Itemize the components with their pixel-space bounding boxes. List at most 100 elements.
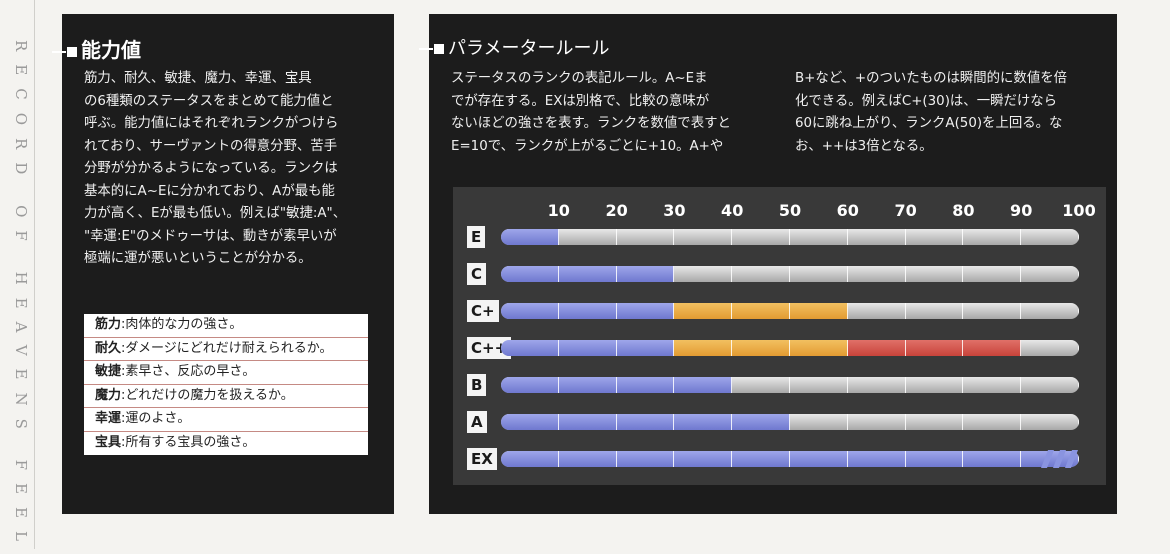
bar-segment xyxy=(616,451,675,467)
rank-bar xyxy=(501,414,1079,430)
bar-segment-empty xyxy=(559,229,617,245)
rank-bar xyxy=(501,377,1079,393)
definition-term: 耐久 xyxy=(95,340,122,356)
bar-segment-empty xyxy=(617,229,675,245)
bar-segment xyxy=(963,451,1022,467)
bar-segment xyxy=(616,303,675,319)
x-tick-label: 50 xyxy=(778,201,802,220)
bar-segment-empty xyxy=(790,229,848,245)
bar-segment xyxy=(616,377,675,393)
rule-line: 60に跳ね上がり、ランクA(50)を上回る。な xyxy=(795,116,1063,131)
bar-segment xyxy=(674,377,733,393)
rank-bar xyxy=(501,340,1079,356)
bar-segment-empty xyxy=(906,229,964,245)
definition-desc: :肉体的な力の強さ。 xyxy=(121,317,243,332)
ability-line: 分野が分かるようになっている。ランクは xyxy=(84,161,338,176)
rank-label: A xyxy=(467,411,487,433)
bar-segment xyxy=(558,414,617,430)
bar-segment-empty xyxy=(1021,340,1079,356)
bar-segment-empty xyxy=(1021,414,1079,430)
definition-desc: :どれだけの魔力を扱えるか。 xyxy=(121,387,294,403)
bar-segment xyxy=(732,451,790,467)
bar-segment-empty xyxy=(1021,377,1079,393)
definition-term: 敏捷 xyxy=(95,364,122,380)
bar-segment xyxy=(790,340,848,356)
definition-row: 筋力:肉体的な力の強さ。 xyxy=(84,314,368,338)
bar-segment xyxy=(963,340,1022,356)
rank-bar xyxy=(501,303,1079,319)
definition-desc: :素早さ、反応の早さ。 xyxy=(121,364,256,380)
ability-description: 筋力、耐久、敏捷、魔力、幸運、宝具 の6種類のステータスをまとめて能力値と 呼ぶ… xyxy=(84,68,384,271)
bar-segment xyxy=(558,340,617,356)
bar-segment xyxy=(616,340,675,356)
ex-overflow-icon xyxy=(1041,450,1078,468)
definition-term: 筋力 xyxy=(95,317,122,332)
bar-segment xyxy=(501,414,559,430)
rule-text-col1: ステータスのランクの表記ルール。A~Eま でが存在する。EXは別格で、比較の意味… xyxy=(451,68,773,158)
bar-segment xyxy=(558,451,617,467)
definition-row: 耐久:ダメージにどれだけ耐えられるか。 xyxy=(84,338,368,362)
bar-segment xyxy=(790,303,848,319)
bar-segment xyxy=(732,414,790,430)
rank-label: EX xyxy=(467,448,497,470)
rank-bar xyxy=(501,266,1079,282)
ability-line: 力が高く、Eが最も低い。例えば"敏捷:A"、 xyxy=(84,206,347,221)
bar-segment xyxy=(847,340,906,356)
bar-segment xyxy=(905,451,964,467)
bar-segment-empty xyxy=(906,377,964,393)
x-tick-label: 90 xyxy=(1010,201,1033,220)
parameter-rule-panel: パラメータールール ステータスのランクの表記ルール。A~Eま でが存在する。EX… xyxy=(419,14,1117,514)
side-title: RECORD OF HEAVENS FEEL xyxy=(12,40,30,554)
definition-desc: :所有する宝具の強さ。 xyxy=(121,434,256,450)
rule-heading: パラメータールール xyxy=(419,34,609,60)
bar-segment-empty xyxy=(790,414,848,430)
bar-segment-empty xyxy=(848,303,906,319)
bar-segment-empty xyxy=(963,266,1022,282)
bar-segment xyxy=(616,266,675,282)
rule-line: B+など、+のついたものは瞬間的に数値を倍 xyxy=(795,71,1067,86)
bar-segment xyxy=(732,340,790,356)
definition-row: 宝具:所有する宝具の強さ。 xyxy=(84,432,368,455)
bar-segment xyxy=(501,266,559,282)
rank-bar xyxy=(501,229,1079,245)
x-tick-label: 100 xyxy=(1062,201,1096,220)
rule-line: ないほどの強さを表す。ランクを数値で表すと xyxy=(451,116,731,131)
definition-term: 魔力 xyxy=(95,387,122,403)
definition-term: 宝具 xyxy=(95,434,122,450)
bar-segment xyxy=(501,451,559,467)
rank-label: E xyxy=(467,226,486,248)
bar-segment xyxy=(616,414,675,430)
definition-table: 筋力:肉体的な力の強さ。 耐久:ダメージにどれだけ耐えられるか。 敏捷:素早さ、… xyxy=(84,314,368,455)
ability-title: 能力値 xyxy=(81,38,141,62)
rank-bar xyxy=(501,451,1079,467)
ability-line: 筋力、耐久、敏捷、魔力、幸運、宝具 xyxy=(84,71,312,86)
bar-segment-empty xyxy=(732,266,790,282)
bar-segment xyxy=(558,266,617,282)
rank-label: B xyxy=(467,374,487,396)
x-tick-label: 20 xyxy=(605,201,628,220)
x-tick-label: 80 xyxy=(952,201,975,220)
bar-segment xyxy=(501,303,559,319)
bar-segment-empty xyxy=(848,377,906,393)
bar-segment-empty xyxy=(963,229,1022,245)
bar-segment-empty xyxy=(848,414,906,430)
bar-segment xyxy=(674,414,733,430)
ability-panel: 能力値 筋力、耐久、敏捷、魔力、幸運、宝具 の6種類のステータスをまとめて能力値… xyxy=(52,14,394,514)
rank-label: C++ xyxy=(467,337,512,359)
rule-line: 化できる。例えばC+(30)は、一瞬だけなら xyxy=(795,93,1058,109)
rule-line: でが存在する。EXは別格で、比較の意味が xyxy=(451,93,710,109)
bar-segment xyxy=(558,303,617,319)
ex-slash xyxy=(1041,450,1054,468)
bar-segment-empty xyxy=(963,377,1022,393)
bar-segment-empty xyxy=(732,229,790,245)
bar-segment xyxy=(790,451,848,467)
bar-segment xyxy=(674,451,733,467)
bar-segment-empty xyxy=(848,229,906,245)
bar-segment xyxy=(674,340,733,356)
bar-segment-empty xyxy=(674,229,733,245)
rule-text-col2: B+など、+のついたものは瞬間的に数値を倍 化できる。例えばC+(30)は、一瞬… xyxy=(795,68,1107,158)
side-margin: RECORD OF HEAVENS FEEL xyxy=(0,0,35,554)
ability-heading: 能力値 xyxy=(52,34,141,63)
bar-segment xyxy=(732,303,790,319)
ability-line: れており、サーヴァントの得意分野、苦手 xyxy=(84,138,338,154)
